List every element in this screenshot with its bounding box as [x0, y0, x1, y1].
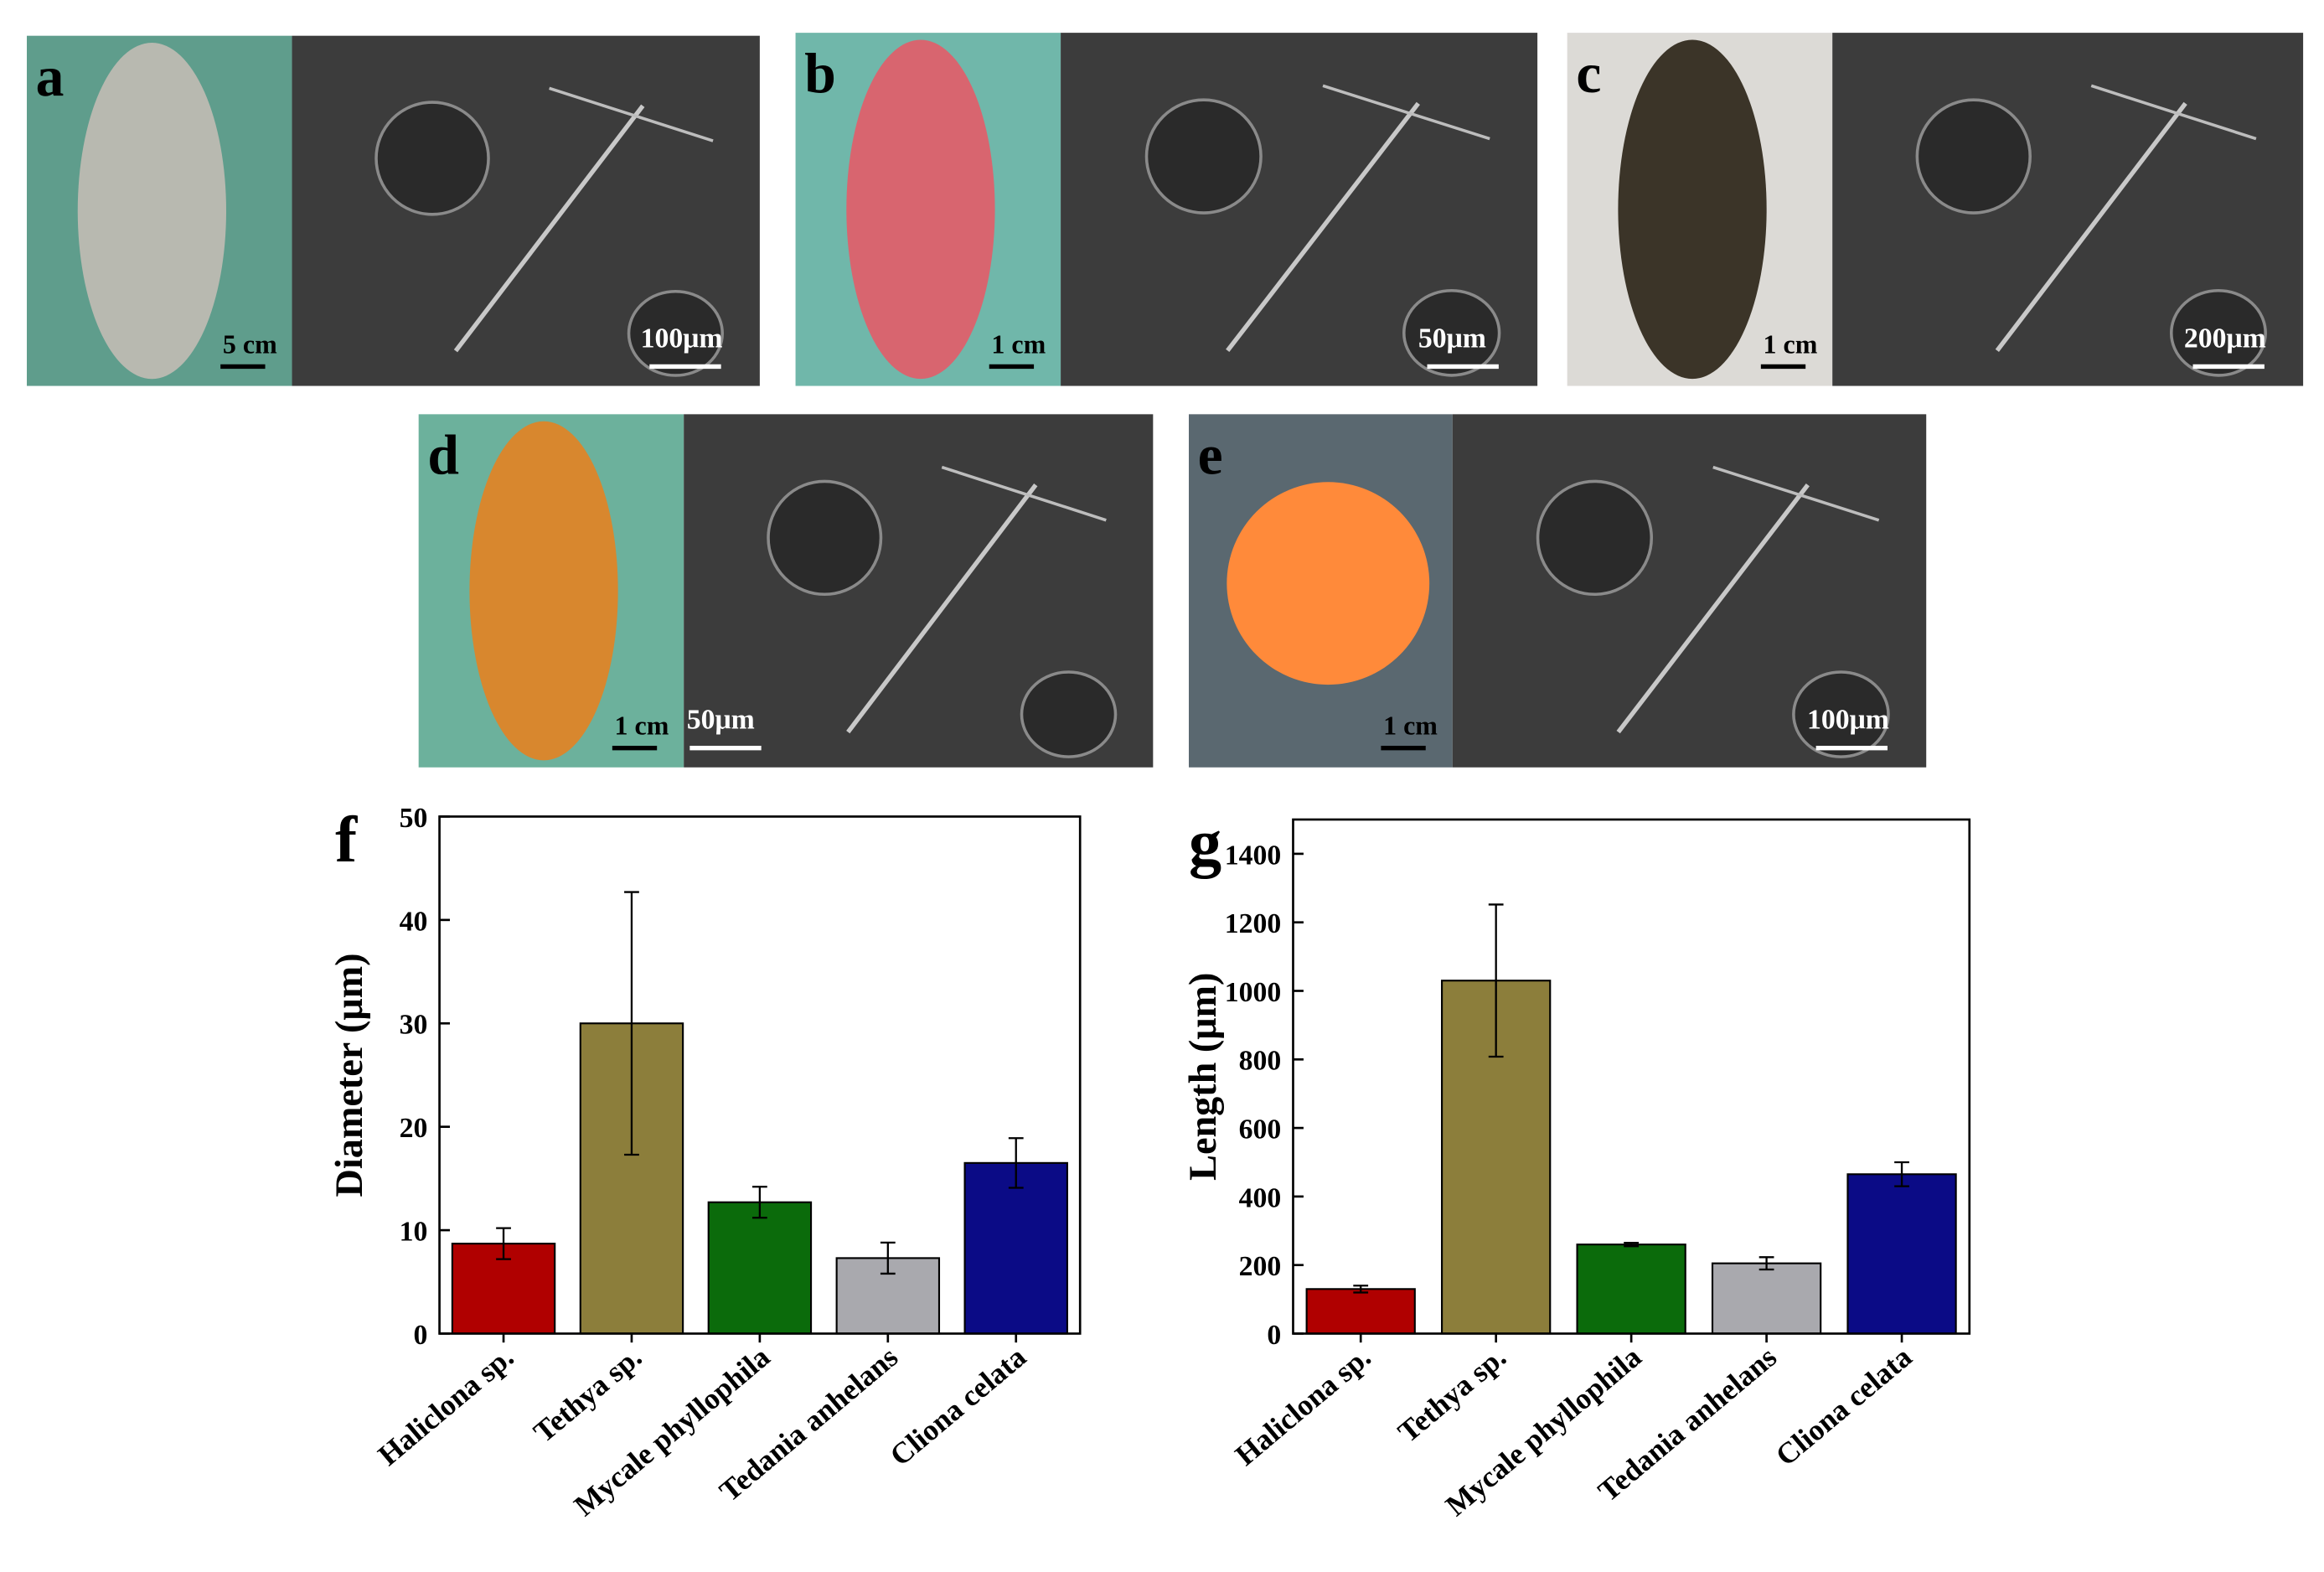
y-tick-label: 400 [1239, 1182, 1282, 1213]
error-bar [1894, 1161, 1909, 1187]
sem-scale: 200μm [2184, 323, 2266, 354]
spicule [846, 483, 1038, 734]
y-axis-label: Diameter (μm) [328, 953, 370, 1197]
spicule [1322, 84, 1490, 141]
panel-label: b [804, 42, 836, 105]
sem-pore [374, 101, 490, 216]
y-tick-label: 800 [1239, 1046, 1282, 1077]
photo-scale: 1 cm [991, 328, 1046, 359]
sem-pore [1915, 98, 2032, 215]
x-tick-label: Haliclona sp. [1229, 1340, 1377, 1472]
sem-scale: 100μm [641, 323, 723, 354]
error-bar [624, 891, 639, 1156]
bar [1711, 1262, 1822, 1335]
y-tick-label: 10 [400, 1217, 428, 1248]
specimen [1227, 482, 1430, 685]
error-bar [751, 1186, 767, 1219]
sem-pore [627, 289, 724, 377]
sem-pore [2169, 288, 2267, 377]
spicule [1616, 483, 1810, 734]
error-bar [1758, 1256, 1774, 1271]
spicule [453, 104, 645, 353]
specimen [77, 43, 227, 380]
photo-scale: 1 cm [615, 711, 669, 741]
photo-scale: 1 cm [1764, 328, 1818, 359]
spicule [941, 465, 1107, 522]
panel-label: f [335, 803, 358, 876]
error-bar [1353, 1285, 1369, 1294]
photo-scale: 1 cm [1383, 711, 1438, 741]
photo-scale: 5 cm [223, 328, 277, 359]
y-tick-label: 30 [400, 1010, 428, 1041]
panel-label: g [1189, 805, 1221, 878]
plot-frame [438, 815, 1082, 1335]
sem-pore [767, 479, 883, 597]
bar [707, 1201, 813, 1335]
y-tick-label: 40 [400, 906, 428, 937]
panel-label: a [36, 45, 65, 108]
sem-pore [1402, 288, 1501, 377]
bar [1846, 1173, 1957, 1335]
y-tick-label: 0 [1267, 1320, 1281, 1351]
spicule [549, 86, 714, 142]
sem-pore [1792, 670, 1890, 758]
bar [1576, 1244, 1686, 1335]
y-tick-label: 20 [400, 1113, 428, 1144]
spicule [2090, 84, 2257, 141]
y-axis-label: Length (μm) [1181, 973, 1224, 1181]
y-tick-label: 0 [413, 1320, 427, 1351]
x-tick-label: Tethya sp. [527, 1340, 648, 1449]
y-tick-label: 1200 [1225, 908, 1282, 939]
plot-frame [1292, 818, 1971, 1335]
error-bar [1624, 1241, 1640, 1248]
y-tick-label: 1000 [1225, 977, 1282, 1008]
sem-scale: 100μm [1807, 705, 1889, 736]
x-tick-label: Cliona celata [1769, 1340, 1919, 1472]
sem-scale: 50μm [687, 705, 755, 736]
panel-label: e [1198, 423, 1223, 486]
panel-label: d [427, 423, 459, 486]
y-tick-label: 50 [400, 803, 428, 834]
error-bar [880, 1241, 896, 1275]
sem-scale: 50μm [1418, 323, 1486, 354]
specimen [1618, 39, 1767, 380]
specimen [469, 421, 618, 761]
y-tick-label: 1400 [1225, 840, 1282, 871]
spicule [1995, 101, 2187, 353]
x-tick-label: Cliona celata [883, 1340, 1032, 1472]
bar [1305, 1288, 1416, 1335]
sem-pore [1536, 479, 1654, 597]
specimen [846, 39, 995, 380]
y-tick-label: 600 [1239, 1114, 1282, 1145]
x-tick-label: Tethya sp. [1392, 1340, 1512, 1449]
error-bar [1488, 903, 1504, 1058]
x-tick-label: Haliclona sp. [371, 1340, 519, 1472]
y-tick-label: 200 [1239, 1251, 1282, 1282]
error-bar [496, 1227, 511, 1260]
sem-pore [1020, 670, 1118, 758]
error-bar [1008, 1137, 1024, 1189]
bar [963, 1161, 1068, 1335]
sem-pore [1144, 98, 1263, 215]
panel-label: c [1576, 42, 1601, 105]
spicule [1226, 101, 1420, 353]
spicule [1712, 465, 1880, 522]
